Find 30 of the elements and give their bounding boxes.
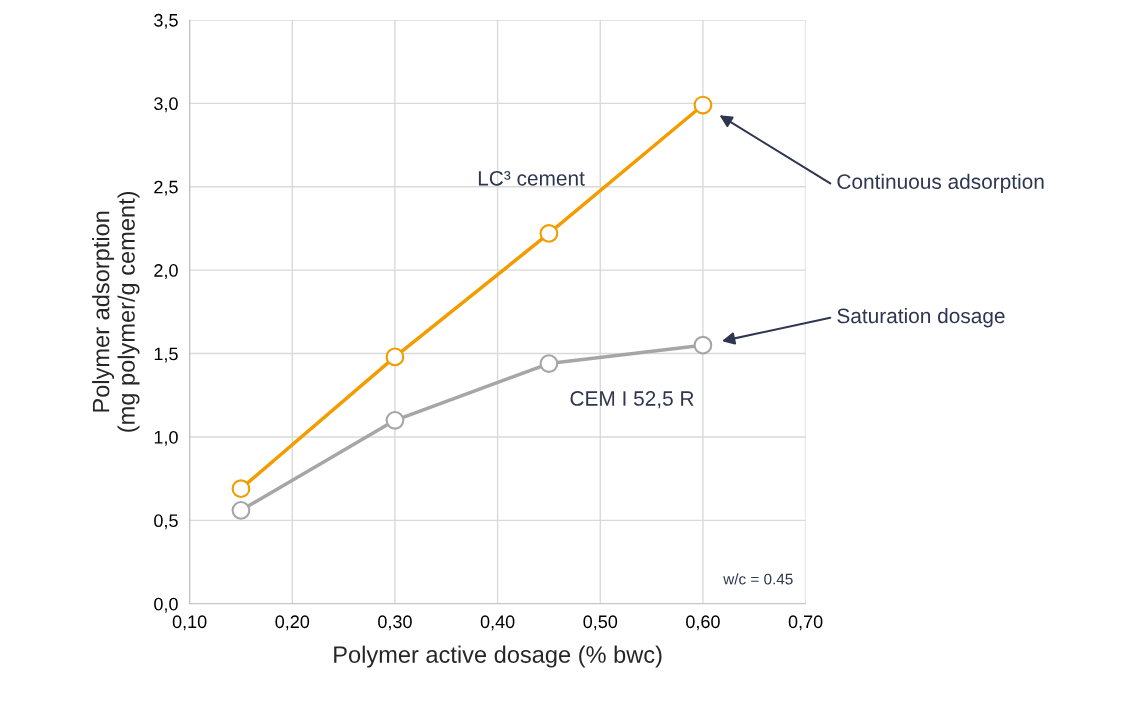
annotation: w/c = 0.45 bbox=[723, 573, 793, 585]
x-tick-label: 0,30 bbox=[378, 615, 412, 631]
y-tick-label: 2,0 bbox=[154, 264, 178, 280]
series-label: CEM I 52,5 R bbox=[570, 391, 694, 409]
x-axis-title: Polymer active dosage (% bwc) bbox=[334, 645, 662, 668]
x-tick-label: 0,40 bbox=[480, 615, 515, 631]
x-tick-label: 0,50 bbox=[583, 615, 618, 631]
point bbox=[231, 479, 251, 499]
y-tick-label: 3,5 bbox=[154, 13, 178, 29]
x-tick-label: 0,60 bbox=[686, 615, 720, 631]
point bbox=[539, 354, 559, 373]
point bbox=[693, 335, 713, 355]
text: Continuous adsorption bbox=[837, 173, 1044, 194]
y-tick-label: 1,0 bbox=[154, 430, 178, 446]
point bbox=[231, 500, 251, 520]
x-tick-label: 0,70 bbox=[788, 615, 823, 631]
point bbox=[385, 347, 405, 367]
y-tick-label: 2,5 bbox=[154, 180, 178, 196]
text: Saturation dosage bbox=[837, 307, 1005, 328]
x-tick-label: 0,20 bbox=[275, 615, 310, 631]
y-tick-label: 3,0 bbox=[154, 97, 178, 113]
x-tick-label: 0,10 bbox=[172, 615, 207, 631]
y-axis-title: Polymer adsorption (mg polymer/g cement) bbox=[92, 191, 140, 432]
point bbox=[385, 410, 405, 430]
series-label: LC³ cement bbox=[478, 170, 585, 186]
point bbox=[693, 95, 713, 115]
y-tick-label: 0,5 bbox=[154, 514, 178, 530]
y-tick-label: 1,5 bbox=[154, 347, 178, 363]
y-tick-label: 0,0 bbox=[154, 597, 178, 613]
point bbox=[539, 224, 559, 243]
